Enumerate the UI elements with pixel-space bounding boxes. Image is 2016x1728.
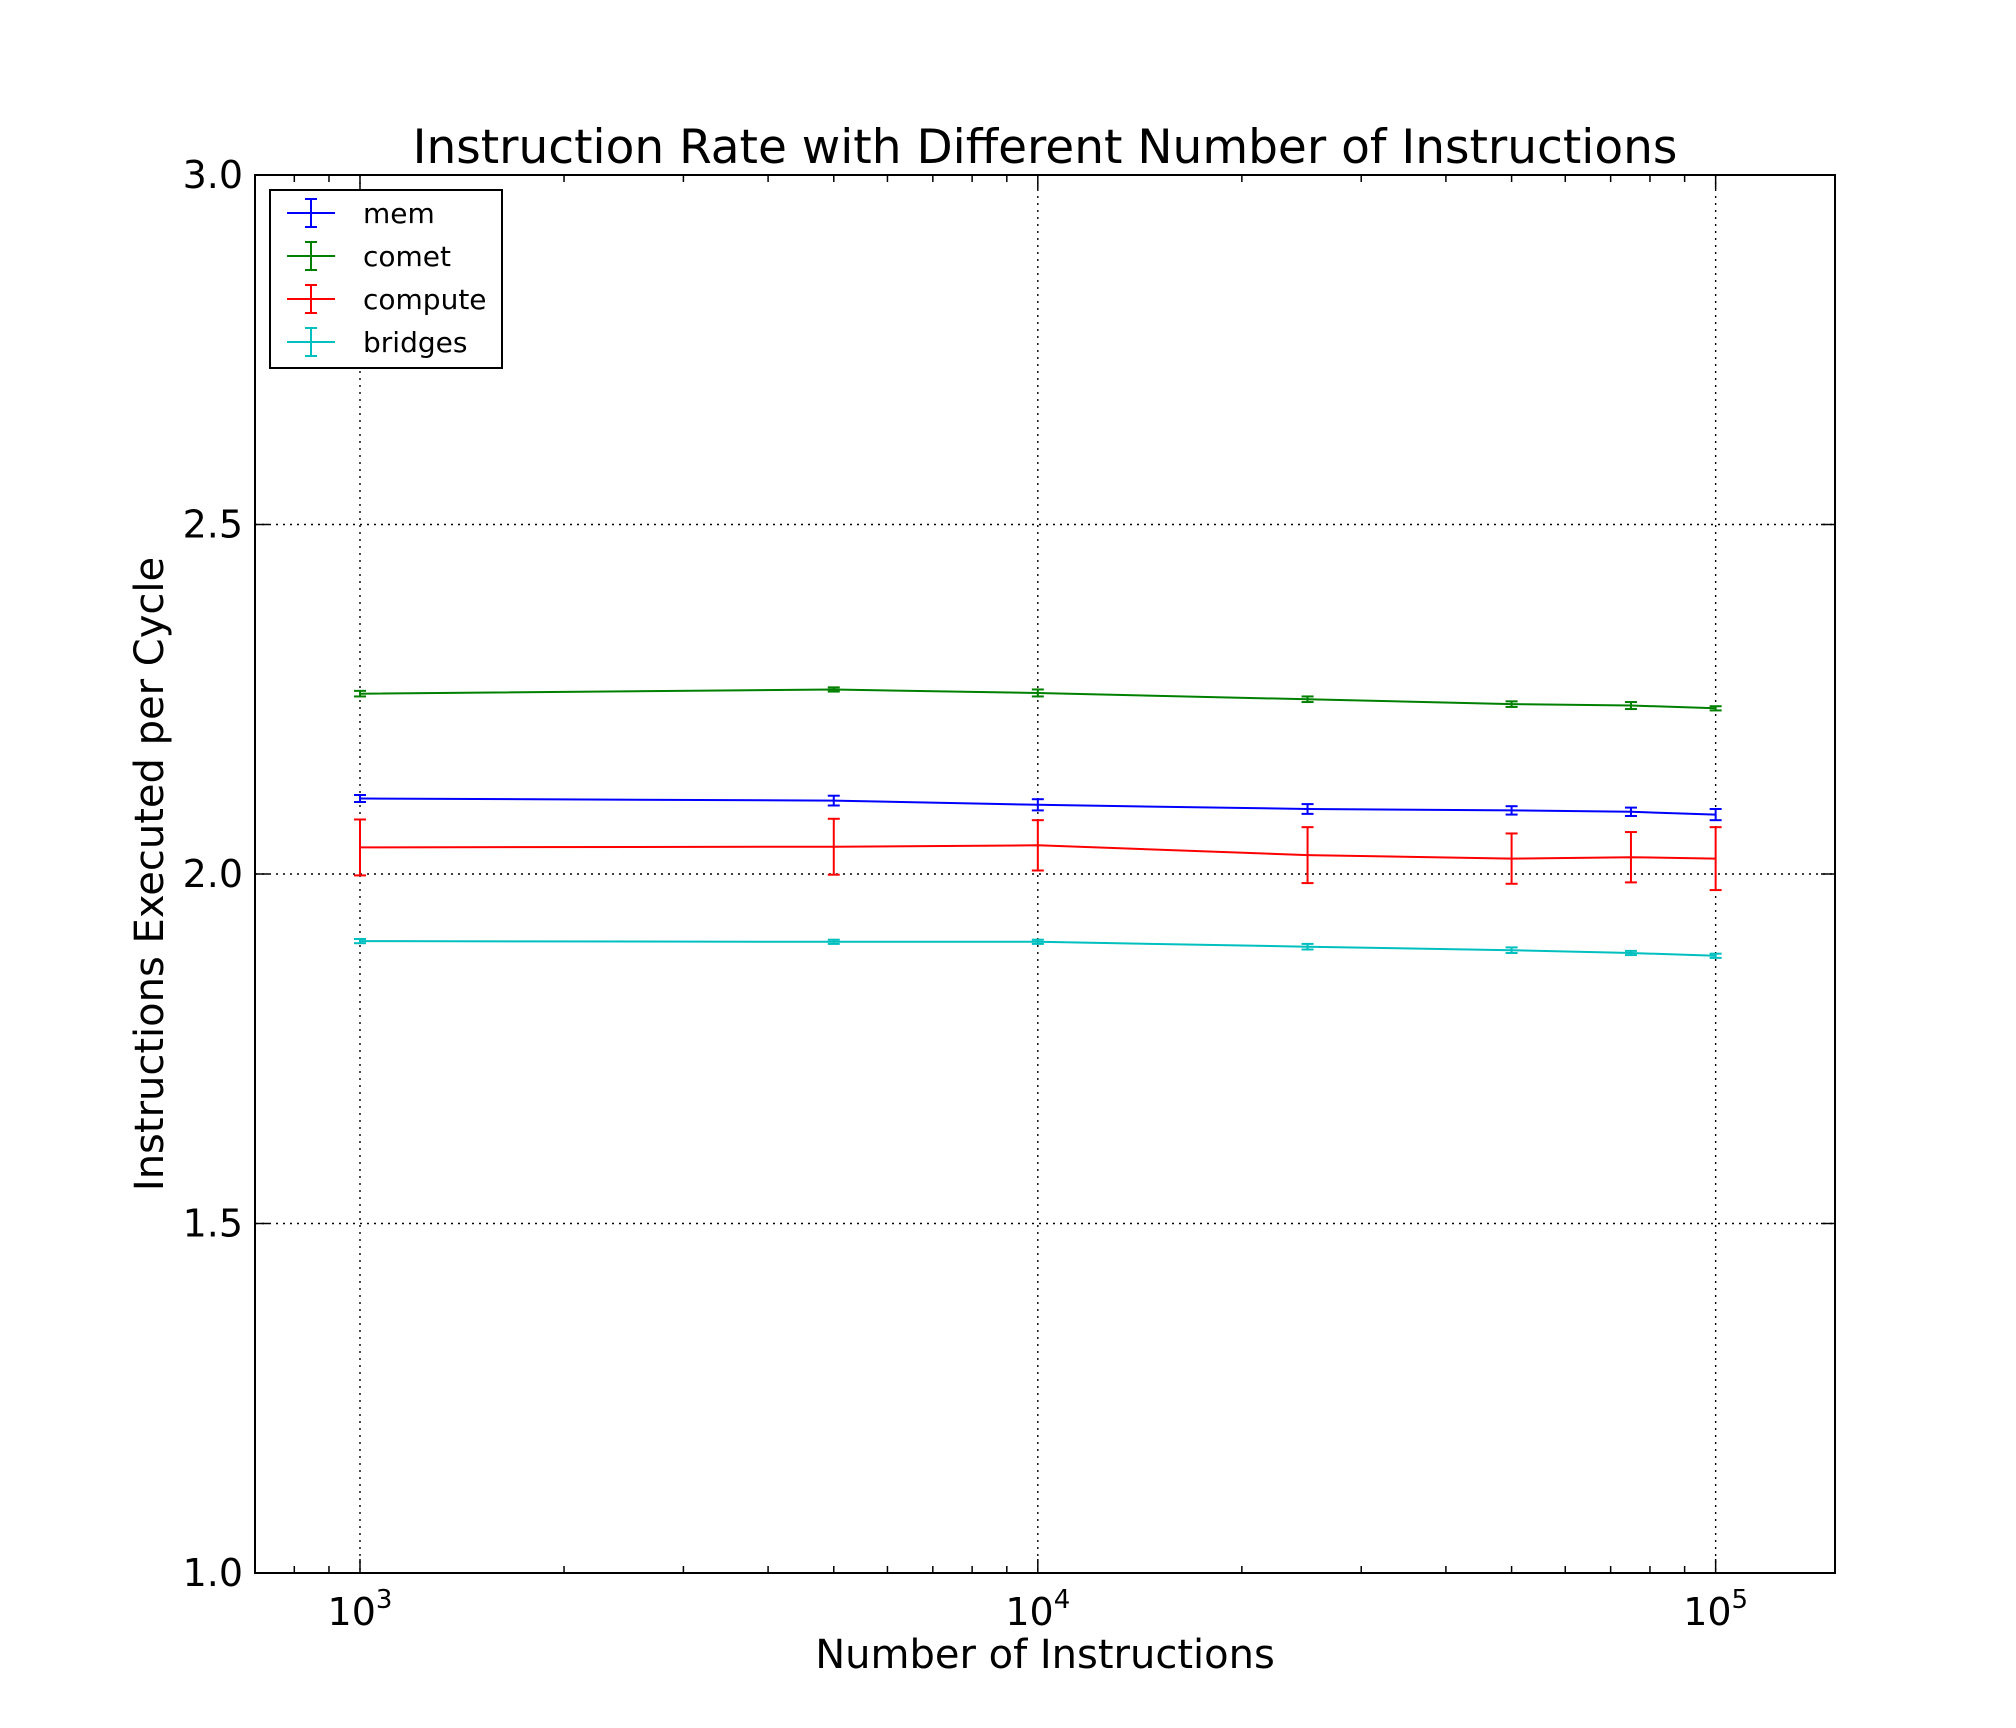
plot-frame bbox=[254, 174, 1836, 1574]
y-tick-label: 2.5 bbox=[183, 503, 243, 547]
legend-entry-comet: comet bbox=[287, 240, 451, 273]
series-mem bbox=[353, 794, 1722, 822]
y-axis-label: Instructions Executed per Cycle bbox=[127, 557, 173, 1191]
tick-labels: 1.0 1.5 2.0 2.5 3.0 103 104 105 bbox=[183, 153, 1749, 1634]
legend: mem comet compute bridges bbox=[269, 189, 503, 369]
legend-label: mem bbox=[363, 197, 435, 230]
series-compute bbox=[353, 817, 1722, 892]
legend-entry-compute: compute bbox=[287, 283, 487, 316]
x-tick-label: 103 bbox=[328, 1585, 393, 1634]
y-tick-label: 2.0 bbox=[183, 852, 243, 896]
legend-entry-bridges: bridges bbox=[287, 326, 467, 359]
x-tick-label: 104 bbox=[1005, 1585, 1070, 1634]
x-axis-label: Number of Instructions bbox=[815, 1632, 1275, 1678]
series-bridges bbox=[353, 938, 1722, 959]
y-tick-label: 3.0 bbox=[183, 153, 243, 197]
legend-entry-mem: mem bbox=[287, 197, 435, 230]
legend-frame bbox=[269, 189, 503, 369]
legend-label: comet bbox=[363, 240, 451, 273]
series-layer bbox=[353, 686, 1722, 959]
y-tick-label: 1.0 bbox=[183, 1551, 243, 1595]
series-comet bbox=[353, 686, 1722, 712]
y-tick-label: 1.5 bbox=[183, 1202, 243, 1246]
x-tick-label: 105 bbox=[1683, 1585, 1748, 1634]
chart-title: Instruction Rate with Different Number o… bbox=[413, 120, 1678, 175]
legend-label: compute bbox=[363, 283, 487, 316]
legend-label: bridges bbox=[363, 326, 467, 359]
